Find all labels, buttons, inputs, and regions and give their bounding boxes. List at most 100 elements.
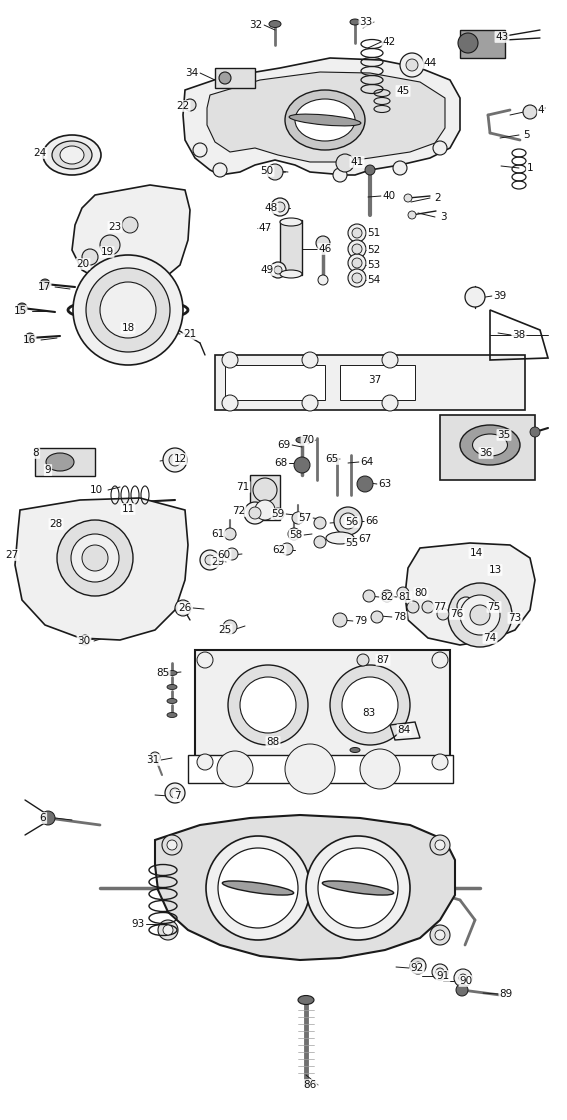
Circle shape [302, 352, 318, 368]
Circle shape [213, 164, 227, 177]
Text: 51: 51 [367, 228, 380, 239]
Circle shape [318, 276, 328, 284]
Ellipse shape [280, 270, 302, 278]
Circle shape [285, 744, 335, 794]
Ellipse shape [472, 435, 507, 456]
Circle shape [302, 395, 318, 411]
Text: 75: 75 [488, 603, 501, 612]
Text: 59: 59 [272, 508, 285, 519]
Circle shape [292, 512, 304, 524]
Text: 42: 42 [382, 37, 396, 47]
Text: 30: 30 [78, 636, 91, 646]
Ellipse shape [289, 114, 361, 125]
Text: 26: 26 [179, 603, 192, 613]
Circle shape [244, 502, 266, 524]
Circle shape [158, 920, 178, 940]
Bar [188, 755, 453, 783]
Circle shape [169, 454, 181, 466]
Circle shape [41, 811, 55, 825]
Text: 33: 33 [359, 17, 373, 27]
Polygon shape [155, 815, 455, 960]
Text: 74: 74 [484, 633, 497, 643]
Text: 22: 22 [176, 101, 189, 111]
Text: 24: 24 [33, 148, 46, 158]
Circle shape [222, 352, 238, 368]
Circle shape [206, 836, 310, 940]
Circle shape [275, 202, 285, 212]
Ellipse shape [269, 20, 281, 28]
Circle shape [318, 848, 398, 928]
Circle shape [222, 395, 238, 411]
Circle shape [100, 282, 156, 338]
Text: 13: 13 [488, 564, 502, 575]
Circle shape [150, 752, 160, 762]
Text: 52: 52 [367, 245, 380, 255]
Bar [280, 220, 302, 276]
Text: 76: 76 [450, 609, 464, 619]
Text: 64: 64 [361, 457, 374, 467]
Circle shape [165, 783, 185, 803]
Circle shape [162, 836, 182, 855]
Text: 80: 80 [414, 588, 428, 598]
Circle shape [357, 476, 373, 492]
Text: 79: 79 [354, 616, 367, 626]
Circle shape [430, 925, 450, 945]
Circle shape [414, 962, 422, 970]
Circle shape [448, 584, 512, 647]
Text: 49: 49 [260, 265, 274, 276]
Circle shape [200, 550, 220, 570]
Text: 91: 91 [437, 971, 450, 981]
Circle shape [226, 548, 238, 560]
Ellipse shape [60, 146, 84, 164]
Bar [460, 30, 505, 58]
Text: 7: 7 [174, 791, 180, 801]
Bar [225, 365, 325, 400]
Circle shape [306, 836, 410, 940]
Circle shape [382, 352, 398, 368]
Circle shape [314, 536, 326, 548]
Circle shape [363, 590, 375, 603]
Circle shape [352, 258, 362, 268]
Circle shape [410, 958, 426, 974]
Circle shape [407, 601, 419, 613]
Ellipse shape [43, 136, 101, 175]
Circle shape [348, 224, 366, 242]
Text: 28: 28 [49, 519, 62, 529]
Text: 71: 71 [236, 482, 249, 492]
Circle shape [457, 597, 475, 615]
Text: 21: 21 [183, 329, 197, 339]
Circle shape [333, 613, 347, 627]
Text: 18: 18 [121, 323, 134, 333]
Text: 8: 8 [33, 448, 39, 458]
Text: 1: 1 [527, 164, 534, 172]
Circle shape [333, 168, 347, 181]
Ellipse shape [280, 218, 302, 226]
Text: 16: 16 [22, 335, 36, 345]
Circle shape [197, 652, 213, 668]
Text: 2: 2 [435, 193, 441, 203]
Circle shape [352, 228, 362, 239]
Circle shape [184, 99, 196, 111]
Circle shape [163, 448, 187, 472]
Polygon shape [72, 185, 190, 288]
Circle shape [218, 848, 298, 928]
Circle shape [460, 595, 500, 635]
Text: 14: 14 [469, 548, 483, 558]
Circle shape [253, 478, 277, 502]
Bar [195, 650, 450, 771]
Circle shape [435, 840, 445, 850]
Text: 34: 34 [185, 68, 198, 78]
Circle shape [352, 244, 362, 254]
Circle shape [397, 587, 409, 599]
Circle shape [371, 612, 383, 623]
Text: 4: 4 [538, 105, 544, 115]
Ellipse shape [46, 452, 74, 472]
Circle shape [100, 235, 120, 255]
Ellipse shape [296, 437, 308, 444]
Text: 47: 47 [259, 223, 272, 233]
Bar [440, 416, 535, 480]
Circle shape [348, 240, 366, 258]
Polygon shape [15, 498, 188, 640]
Text: 86: 86 [303, 1080, 316, 1090]
Bar [215, 355, 525, 410]
